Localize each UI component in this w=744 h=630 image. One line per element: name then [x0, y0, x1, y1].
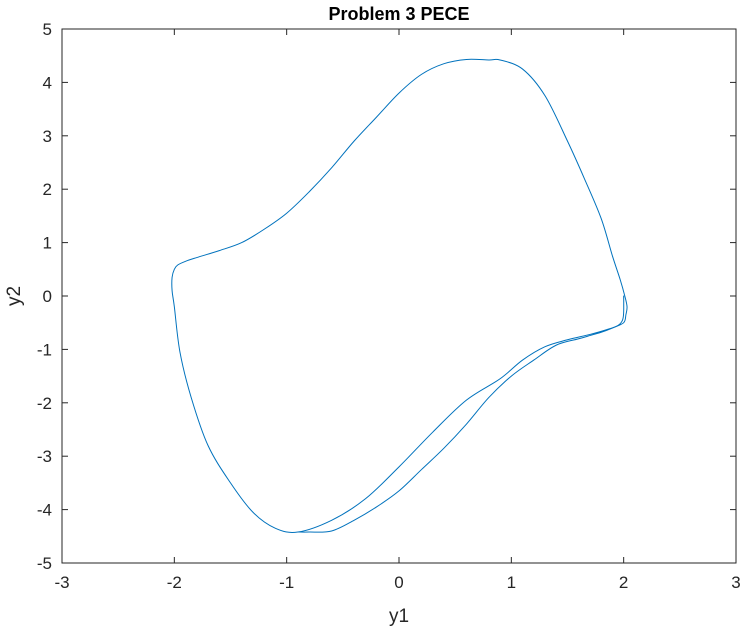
x-axis-label: y1	[389, 606, 409, 627]
y-tick-label: 0	[43, 287, 52, 306]
x-tick-label: 2	[619, 573, 628, 592]
x-tick-label: -3	[54, 573, 69, 592]
y-tick-label: 2	[43, 180, 52, 199]
x-tick-label: 3	[731, 573, 740, 592]
y-tick-label: 1	[43, 234, 52, 253]
x-tick-label: -2	[167, 573, 182, 592]
series-line-0	[171, 58, 628, 533]
y-tick-label: -5	[37, 554, 52, 573]
y-tick-label: -3	[37, 447, 52, 466]
plot-area	[62, 29, 736, 563]
y-tick-label: -1	[37, 340, 52, 359]
y-tick-label: 3	[43, 127, 52, 146]
x-tick-label: 0	[394, 573, 403, 592]
x-tick-label: 1	[507, 573, 516, 592]
y-axis-label: y2	[4, 286, 25, 306]
y-tick-label: -2	[37, 394, 52, 413]
axes-box	[61, 28, 737, 564]
x-tick-label: -1	[279, 573, 294, 592]
y-tick-label: 5	[43, 20, 52, 39]
data-layer	[171, 58, 628, 533]
y-tick-label: -4	[37, 501, 52, 520]
chart-title: Problem 3 PECE	[328, 4, 469, 24]
y-tick-label: 4	[43, 73, 52, 92]
